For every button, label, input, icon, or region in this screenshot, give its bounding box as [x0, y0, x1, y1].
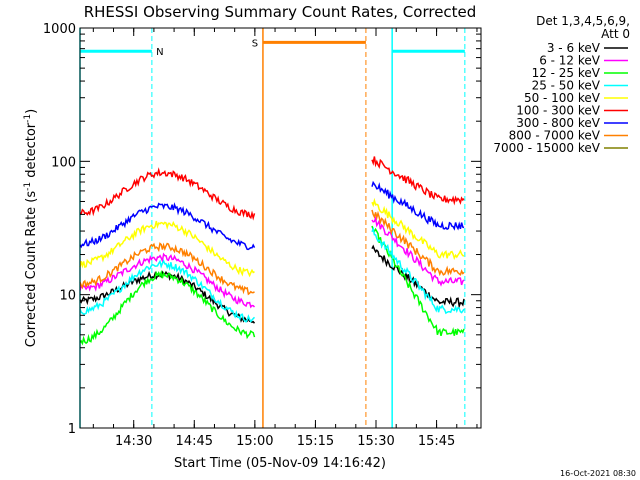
y-axis: 1 10 100 1000: [43, 22, 481, 437]
series-line-2-b: [371, 225, 465, 336]
y-axis-label-sup-1: -1: [23, 182, 33, 191]
series-line-1-b: [371, 215, 465, 287]
y-tick-label-0: 1: [68, 422, 76, 437]
legend-entry-2: 12 - 25 keV: [532, 66, 601, 80]
x-tick-label-2: 15:00: [236, 434, 273, 449]
x-tick-label-4: 15:30: [357, 434, 394, 449]
y-tick-label-2: 100: [51, 155, 76, 170]
legend-entry-3: 25 - 50 keV: [532, 79, 601, 93]
legend-entry-8: 7000 - 15000 keV: [493, 141, 600, 155]
x-axis-label: Start Time (05-Nov-09 14:16:42): [174, 456, 386, 471]
flag-label-N: N: [156, 47, 163, 58]
y-axis-label: Corrected Count Rate (s-1 detector-1): [23, 109, 39, 347]
legend-entry-0: 3 - 6 keV: [547, 41, 601, 55]
legend-entry-4: 50 - 100 keV: [524, 91, 601, 105]
series-line-3-b: [371, 226, 465, 315]
x-axis: 14:30 14:45 15:00 15:15 15:30 15:45: [92, 28, 478, 449]
series-line-7-b: [371, 209, 465, 277]
y-axis-label-end: ): [24, 109, 39, 114]
render-timestamp: 16-Oct-2021 08:30: [560, 469, 636, 478]
y-axis-label-sup-2: -1: [23, 114, 33, 123]
series-line-6-b: [371, 180, 465, 231]
plot-frame: [79, 27, 482, 429]
series-line-3-a: [79, 259, 256, 323]
series-line-6-a: [79, 202, 256, 251]
series-line-5-a: [79, 167, 256, 221]
legend-entry-5: 100 - 300 keV: [516, 104, 600, 118]
legend-header-line-1: Det 1,3,4,5,6,9,: [536, 14, 630, 28]
legend-entry-6: 300 - 800 keV: [516, 116, 600, 130]
y-tick-label-1: 10: [59, 289, 76, 304]
series-line-2-a: [79, 269, 256, 346]
legend-header-line-2: Att 0: [601, 27, 630, 41]
x-tick-label-3: 15:15: [297, 434, 334, 449]
x-tick-label-1: 14:45: [176, 434, 213, 449]
series-line-4-b: [371, 197, 465, 261]
series-line-1-a: [79, 252, 256, 309]
y-axis-label-mid: detector: [24, 122, 39, 182]
x-tick-label-5: 15:45: [418, 434, 455, 449]
y-tick-label-3: 1000: [43, 22, 76, 37]
series-line-7-a: [79, 242, 255, 296]
x-tick-label-0: 14:30: [115, 434, 152, 449]
flag-label-S: S: [252, 38, 258, 49]
series-line-5-b: [371, 156, 465, 206]
series-line-4-a: [79, 220, 255, 278]
legend-entry-7: 800 - 7000 keV: [509, 129, 601, 143]
series-lines: [79, 156, 465, 346]
chart-title: RHESSI Observing Summary Count Rates, Co…: [84, 3, 477, 21]
legend-entry-1: 6 - 12 keV: [539, 54, 601, 68]
y-axis-label-main: Corrected Count Rate (s: [24, 191, 39, 348]
